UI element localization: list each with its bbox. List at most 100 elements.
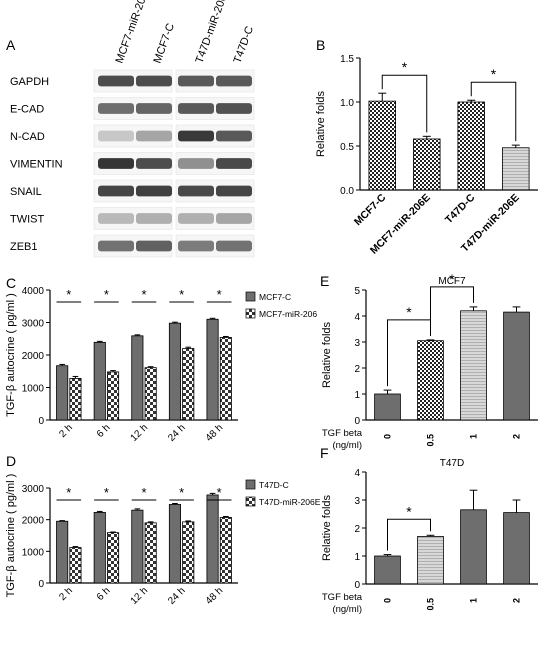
legend-swatch (245, 479, 256, 490)
x-tick-label: 0.5 (426, 598, 436, 611)
panel-label-a: A (6, 37, 16, 53)
blot-band (136, 213, 172, 224)
panel-label-e: E (320, 273, 329, 289)
x-tick-label: 1 (469, 434, 479, 439)
y-axis-label: Relative folds (321, 494, 333, 561)
bar (460, 310, 487, 421)
panel-label-b: B (316, 37, 325, 53)
bar (417, 536, 444, 585)
x-tick-label: T47D-C (443, 191, 478, 226)
y-tick-label: 1 (354, 552, 360, 563)
significance-star: * (217, 485, 222, 500)
blot-band (216, 213, 252, 224)
bar (368, 100, 396, 191)
legend-swatch (245, 496, 256, 507)
blot-band (98, 158, 134, 169)
blot-band (136, 158, 172, 169)
blot-row-label: E-CAD (10, 104, 44, 116)
bar (182, 521, 195, 584)
bar (69, 377, 82, 421)
x-tick-label: 0 (383, 434, 393, 439)
blot-row-label: GAPDH (10, 76, 49, 88)
x-tick-label: 48 h (204, 422, 226, 444)
bar (56, 365, 69, 421)
blot-membrane-right (175, 152, 255, 175)
x-axis-label: (ng/ml) (332, 440, 362, 451)
blot-band (178, 185, 214, 197)
bar (503, 311, 530, 421)
y-tick-label: 0 (38, 579, 44, 590)
y-tick-label: 1000 (22, 384, 45, 395)
blot-band (136, 185, 172, 197)
x-tick-label: 24 h (166, 422, 188, 444)
bar (503, 512, 530, 585)
chart-c-tgf-autocrine-mcf7: 0 1000 2000 3000 4000 TGF-β autocrine ( pg/ml… (5, 286, 317, 444)
blot-band (178, 240, 214, 252)
bar (412, 138, 441, 191)
chart-d-tgf-autocrine-t47d: 0 1000 2000 3000 TGF-β autocrine ( pg/ml ) * 2… (5, 474, 321, 607)
bar (206, 494, 219, 584)
lane-label: T47D-C (232, 25, 256, 65)
blot-membrane-right (175, 234, 255, 258)
blot-band (216, 240, 252, 252)
blot-band (98, 130, 134, 142)
legend-label: MCF7-C (259, 292, 291, 302)
bar (93, 511, 106, 584)
bar (69, 547, 82, 584)
bar (144, 522, 157, 584)
bar (460, 509, 487, 585)
y-tick-label: 2 (354, 364, 360, 375)
blot-band (178, 213, 214, 224)
blot-membrane-right (175, 97, 255, 120)
bar (501, 147, 530, 191)
x-tick-label: 2 h (57, 585, 75, 603)
legend-swatch (245, 308, 256, 319)
y-tick-label: 0 (38, 416, 44, 427)
lane-label: MCF7-C (152, 22, 178, 65)
x-tick-label: 2 h (57, 422, 75, 440)
y-tick-label: 2 (354, 524, 360, 535)
bar (182, 348, 195, 421)
y-tick-label: 1.5 (340, 54, 354, 65)
x-axis-label: TGF beta (322, 592, 363, 603)
blot-band (216, 103, 252, 114)
lane-label: T47D-miR-206E (194, 0, 232, 65)
y-tick-label: 2000 (22, 351, 45, 362)
blot-membrane-right (175, 124, 255, 148)
significance-star: * (66, 485, 71, 500)
bar (374, 555, 401, 585)
y-tick-label: 0.0 (340, 186, 354, 197)
y-tick-label: 3 (354, 338, 360, 349)
legend-label: MCF7-miR-206 (259, 309, 317, 319)
bar (219, 517, 232, 584)
blot-band (98, 213, 134, 224)
blot-row-label: N-CAD (10, 131, 45, 143)
blot-membrane-right (175, 69, 255, 93)
significance-star: * (406, 503, 412, 519)
significance-star: * (491, 66, 497, 82)
blot-band (136, 240, 172, 252)
x-tick-label: 2 (512, 598, 522, 603)
x-tick-label: 48 h (204, 585, 226, 607)
bar (144, 367, 157, 421)
significance-star: * (141, 485, 146, 500)
blot-row-label: TWIST (10, 214, 44, 226)
blot-band (98, 75, 134, 87)
bar (457, 101, 485, 191)
blot-band (98, 185, 134, 197)
blot-band (178, 130, 214, 142)
y-axis-label: TGF-β autocrine ( pg/ml ) (5, 474, 17, 598)
significance-star: * (449, 271, 455, 287)
y-tick-label: 1000 (22, 547, 45, 558)
significance-star: * (104, 287, 109, 302)
x-tick-label: 12 h (129, 422, 151, 444)
y-tick-label: 3000 (22, 484, 45, 495)
significance-star: * (104, 485, 109, 500)
significance-star: * (141, 287, 146, 302)
bar (219, 337, 232, 421)
significance-star: * (402, 59, 408, 75)
